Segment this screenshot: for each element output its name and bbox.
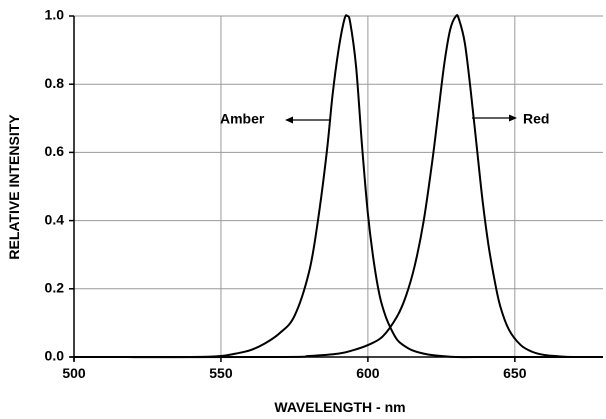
grid — [74, 15, 603, 357]
series-line-red — [73, 14, 604, 359]
y-tick-label: 0.2 — [45, 280, 65, 296]
y-tick-labels: 0.0 0.2 0.4 0.6 0.8 1.0 — [45, 7, 65, 364]
red-arrowhead — [509, 114, 517, 122]
red-label: Red — [523, 111, 549, 127]
x-tick-labels: 500 550 600 650 — [62, 365, 526, 381]
y-tick-label: 0.4 — [45, 211, 65, 227]
y-axis-title: RELATIVE INTENSITY — [6, 114, 22, 260]
amber-label: Amber — [220, 111, 265, 127]
x-tick-label: 650 — [503, 365, 527, 381]
x-tick-label: 550 — [209, 365, 233, 381]
series-line-amber — [73, 14, 603, 359]
y-tick-label: 0.6 — [45, 143, 65, 159]
y-tick-label: 0.8 — [45, 75, 65, 91]
annotations: Amber Red — [220, 111, 549, 127]
axes — [69, 15, 603, 362]
y-tick-label: 1.0 — [45, 7, 65, 23]
series-lines — [73, 14, 604, 359]
x-tick-label: 500 — [62, 365, 86, 381]
y-tick-label: 0.0 — [45, 348, 65, 364]
x-axis-title: WAVELENGTH - nm — [274, 399, 405, 415]
x-tick-label: 600 — [356, 365, 380, 381]
amber-arrowhead — [285, 116, 293, 124]
